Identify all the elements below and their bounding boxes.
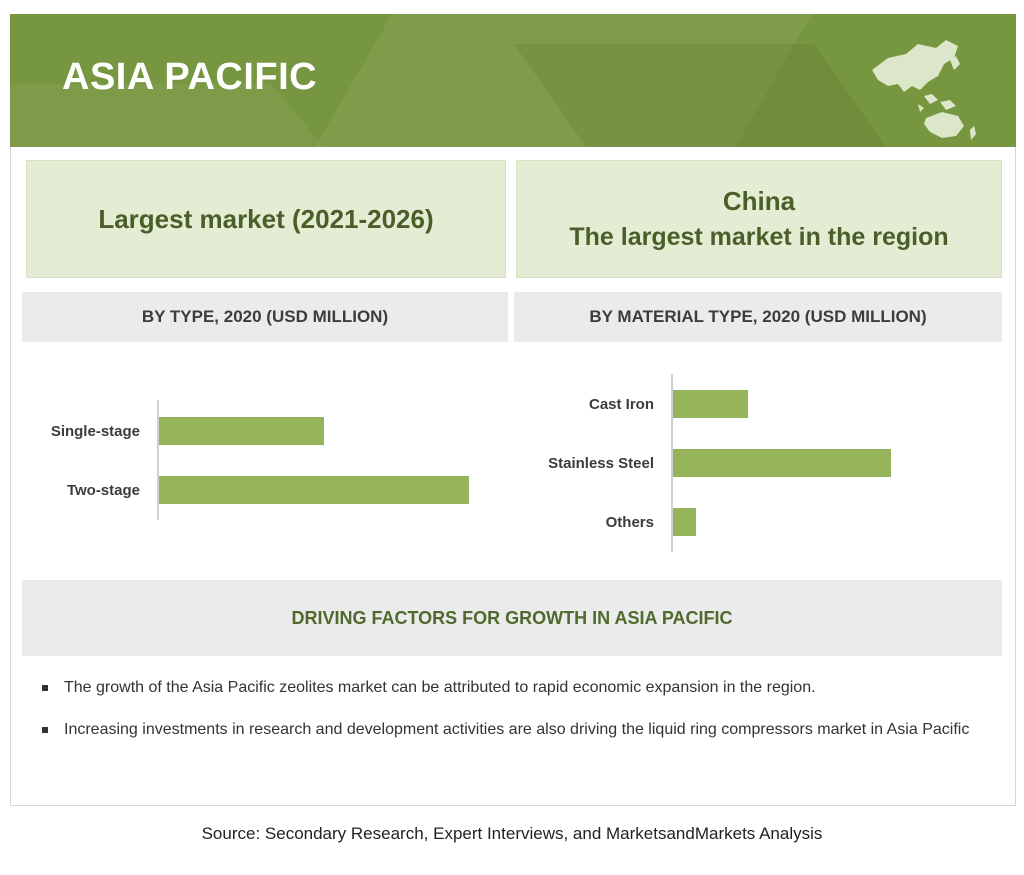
source-note: Source: Secondary Research, Expert Inter…	[201, 824, 823, 843]
category-label: Single-stage	[51, 423, 140, 440]
bar	[159, 417, 324, 445]
asia-pacific-map-icon	[872, 40, 976, 140]
driver-text: Increasing investments in research and d…	[64, 721, 970, 738]
category-label: Two-stage	[67, 482, 140, 499]
list-item: Increasing investments in research and d…	[40, 718, 978, 742]
driving-factors-title: DRIVING FACTORS FOR GROWTH IN ASIA PACIF…	[22, 580, 1002, 656]
bar	[673, 449, 891, 477]
category-label: Stainless Steel	[548, 455, 654, 472]
chart-title-by-type: BY TYPE, 2020 (USD MILLION)	[22, 292, 508, 342]
bar	[673, 390, 748, 418]
largest-country-name: China	[722, 186, 796, 216]
by-type-bar-chart: Single-stage Two-stage	[51, 400, 469, 520]
largest-country-text: The largest market in the region	[569, 223, 949, 251]
bar	[673, 508, 696, 536]
by-material-bar-chart: Cast Iron Stainless Steel Others	[548, 374, 891, 552]
category-label: Cast Iron	[589, 396, 654, 413]
largest-country-box: China The largest market in the region	[516, 160, 1002, 278]
bullet-icon	[42, 685, 48, 691]
bar	[159, 476, 469, 504]
largest-market-text: Largest market (2021-2026)	[98, 203, 434, 234]
bullet-icon	[42, 727, 48, 733]
driving-factors-list: The growth of the Asia Pacific zeolites …	[40, 676, 978, 760]
chart-title-by-material: BY MATERIAL TYPE, 2020 (USD MILLION)	[514, 292, 1002, 342]
driver-text: The growth of the Asia Pacific zeolites …	[64, 679, 816, 696]
region-title: ASIA PACIFIC	[62, 56, 318, 98]
list-item: The growth of the Asia Pacific zeolites …	[40, 676, 978, 700]
category-label: Others	[606, 514, 654, 531]
region-banner: ASIA PACIFIC	[10, 14, 1016, 147]
largest-market-box: Largest market (2021-2026)	[26, 160, 506, 278]
